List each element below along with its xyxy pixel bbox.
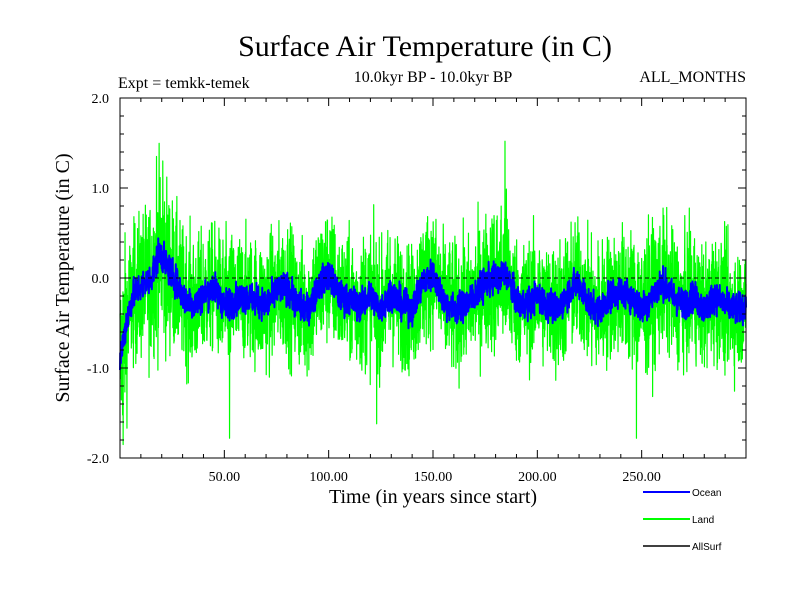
time-range-label: 10.0kyr BP - 10.0kyr BP — [354, 69, 513, 86]
experiment-label: Expt = temkk-temek — [118, 75, 250, 92]
series-ocean-line — [119, 237, 747, 371]
x-tick-label: 200.00 — [518, 470, 557, 485]
series-layer — [119, 140, 747, 446]
legend-label-ocean: Ocean — [692, 488, 721, 499]
x-tick-label: 250.00 — [622, 470, 661, 485]
y-tick-label: 2.0 — [92, 92, 110, 107]
legend-label-land: Land — [692, 515, 714, 526]
plot-area: 50.00 100.00 150.00 200.00 250.00 2.0 1.0 0.0 -1… — [87, 92, 747, 485]
y-axis-label: Surface Air Temperature (in C) — [52, 153, 74, 402]
chart-title: Surface Air Temperature (in C) — [238, 30, 612, 63]
legend: Ocean Land AllSurf — [643, 488, 722, 553]
x-axis-label: Time (in years since start) — [329, 486, 537, 508]
y-tick-label: 1.0 — [92, 182, 110, 197]
y-tick-label: 0.0 — [92, 272, 110, 287]
x-tick-label: 50.00 — [209, 470, 241, 485]
y-tick-label: -2.0 — [87, 452, 109, 467]
x-tick-label: 100.00 — [309, 470, 348, 485]
y-tick-label: -1.0 — [87, 362, 109, 377]
ticks-layer: 50.00 100.00 150.00 200.00 250.00 2.0 1.0 0.0 -1… — [87, 92, 746, 485]
legend-label-allsurf: AllSurf — [692, 542, 722, 553]
x-tick-label: 150.00 — [414, 470, 453, 485]
months-label: ALL_MONTHS — [639, 69, 746, 86]
